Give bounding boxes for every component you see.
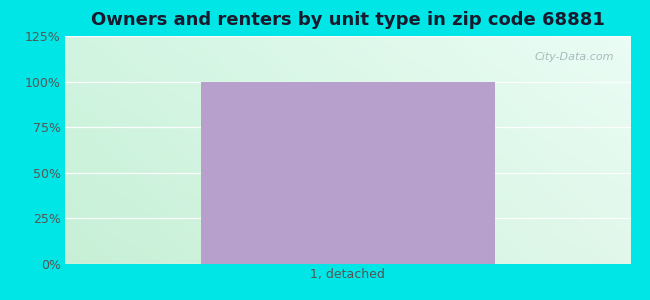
Bar — [201, 82, 495, 264]
Title: Owners and renters by unit type in zip code 68881: Owners and renters by unit type in zip c… — [91, 11, 604, 29]
Text: City-Data.com: City-Data.com — [534, 52, 614, 62]
